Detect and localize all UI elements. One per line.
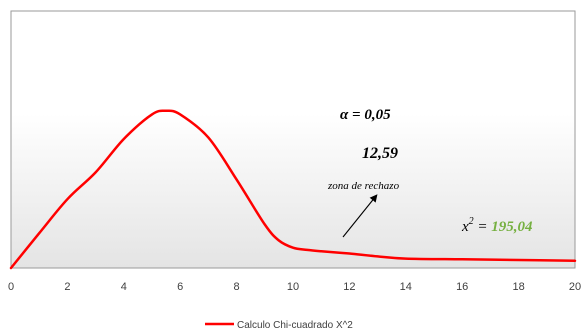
plot-area — [10, 10, 576, 269]
x-tick-label: 16 — [456, 281, 468, 293]
chi-equals: = — [474, 219, 492, 235]
alpha-annotation: α = 0,05 — [340, 107, 391, 123]
rejection-zone-annotation: zona de rechazo — [327, 180, 400, 192]
x-tick-label: 6 — [177, 281, 183, 293]
x-tick-label: 0 — [8, 281, 14, 293]
legend: Calculo Chi-cuadrado X^2 — [205, 320, 353, 331]
legend-label: Calculo Chi-cuadrado X^2 — [237, 320, 353, 331]
x-tick-label: 12 — [343, 281, 355, 293]
x-tick-label: 2 — [64, 281, 70, 293]
rejection-arrow — [342, 194, 378, 238]
critical-value-annotation: 12,59 — [362, 145, 398, 162]
x-tick-label: 14 — [400, 281, 412, 293]
x-tick-label: 20 — [569, 281, 581, 293]
chi-symbol: x — [461, 219, 469, 235]
x-axis-ticks: 0 2 4 6 8 10 12 14 16 18 20 — [8, 281, 581, 293]
series-line — [9, 109, 577, 270]
x-tick-label: 10 — [287, 281, 299, 293]
chi-value: 195,04 — [491, 219, 533, 235]
x-tick-label: 4 — [121, 281, 127, 293]
chi-square-annotation: x2 = 195,04 — [461, 216, 533, 235]
x-tick-label: 8 — [234, 281, 240, 293]
x-tick-label: 18 — [512, 281, 524, 293]
chi-superscript: 2 — [469, 216, 474, 227]
